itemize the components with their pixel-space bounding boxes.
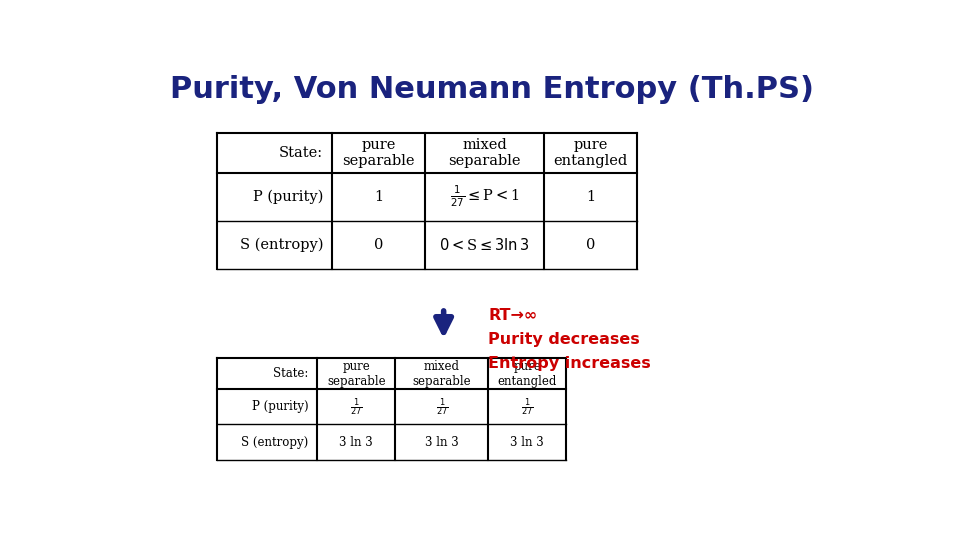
- Text: pure
entangled: pure entangled: [497, 360, 557, 388]
- Text: $\frac{1}{27}$: $\frac{1}{27}$: [521, 396, 534, 417]
- Text: $\frac{1}{27}\leq$P$<$1: $\frac{1}{27}\leq$P$<$1: [449, 184, 519, 210]
- Text: S (entropy): S (entropy): [241, 436, 308, 449]
- Text: P (purity): P (purity): [252, 400, 308, 413]
- Text: mixed
separable: mixed separable: [448, 138, 521, 168]
- Text: 3 ln 3: 3 ln 3: [511, 436, 544, 449]
- Text: RT→∞: RT→∞: [489, 308, 538, 323]
- Text: pure
separable: pure separable: [327, 360, 386, 388]
- Text: 3 ln 3: 3 ln 3: [425, 436, 459, 449]
- Text: 1: 1: [374, 190, 383, 204]
- Text: mixed
separable: mixed separable: [413, 360, 471, 388]
- Text: 1: 1: [586, 190, 595, 204]
- Text: pure
separable: pure separable: [343, 138, 415, 168]
- Text: S (entropy): S (entropy): [240, 238, 324, 252]
- Text: $\frac{1}{27}$: $\frac{1}{27}$: [436, 396, 448, 417]
- Text: Purity decreases: Purity decreases: [489, 332, 640, 347]
- Text: $0<$S$\leq 3\ln 3$: $0<$S$\leq 3\ln 3$: [440, 237, 530, 253]
- Text: P (purity): P (purity): [252, 190, 324, 204]
- Text: 3 ln 3: 3 ln 3: [339, 436, 373, 449]
- Text: 0: 0: [373, 238, 383, 252]
- Text: pure
entangled: pure entangled: [554, 138, 628, 168]
- Text: Purity, Von Neumann Entropy (Th.PS): Purity, Von Neumann Entropy (Th.PS): [170, 75, 814, 104]
- Text: State:: State:: [279, 146, 324, 160]
- Text: State:: State:: [273, 367, 308, 380]
- Text: Entropy increases: Entropy increases: [489, 356, 651, 372]
- Text: $\frac{1}{27}$: $\frac{1}{27}$: [350, 396, 363, 417]
- Text: 0: 0: [586, 238, 595, 252]
